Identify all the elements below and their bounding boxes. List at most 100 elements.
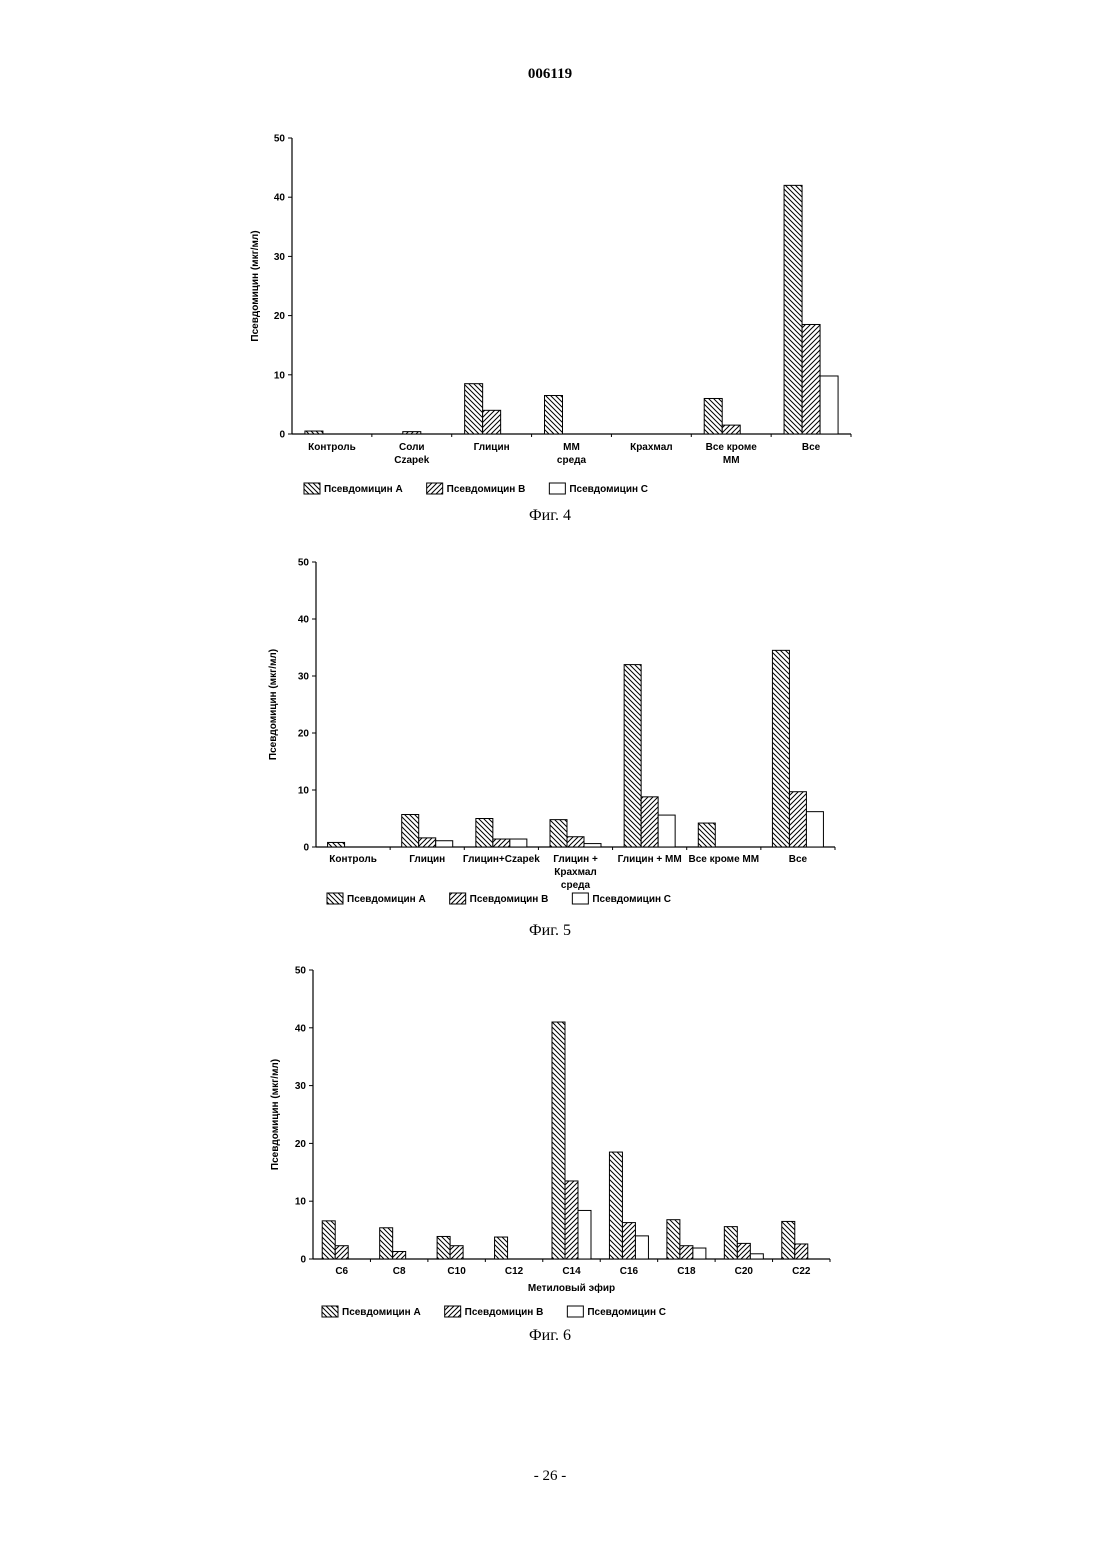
legend-swatch-c	[572, 893, 588, 904]
category-label: Глицин + ММ	[618, 854, 682, 865]
category-label: среда	[557, 455, 587, 466]
figure-caption: Фиг. 5	[529, 922, 571, 939]
legend-label-c: Псевдомицин С	[592, 894, 671, 905]
bar-c-4	[658, 815, 675, 847]
bar-a-7	[724, 1227, 737, 1259]
x-axis-label: Метиловый эфир	[528, 1282, 615, 1294]
figure-caption: Фиг. 4	[529, 507, 571, 524]
category-label: ММ	[563, 442, 580, 453]
y-tick-label: 0	[303, 843, 309, 854]
legend-label-a: Псевдомицин А	[347, 894, 426, 905]
bar-a-4	[552, 1022, 565, 1259]
category-label: Все	[789, 854, 808, 865]
legend-label-a: Псевдомицин А	[342, 1307, 421, 1318]
category-label: С16	[620, 1266, 639, 1277]
y-tick-label: 0	[300, 1255, 306, 1266]
y-tick-label: 40	[274, 193, 286, 204]
category-label: Глицин +	[553, 854, 598, 865]
legend-swatch-a	[327, 893, 343, 904]
category-label: Контроль	[329, 854, 377, 865]
y-tick-label: 30	[274, 252, 286, 263]
legend-swatch-a	[304, 483, 320, 494]
category-label: Все кроме ММ	[688, 854, 759, 865]
legend-swatch-b	[445, 1306, 461, 1317]
bar-b-1	[393, 1251, 406, 1259]
bar-c-6	[820, 376, 838, 434]
category-label: С8	[393, 1266, 406, 1277]
bar-a-3	[545, 396, 563, 434]
chart-legend: Псевдомицин АПсевдомицин ВПсевдомицин С	[327, 893, 671, 905]
y-tick-label: 50	[274, 134, 286, 145]
bar-b-6	[789, 792, 806, 847]
bar-b-4	[641, 797, 658, 847]
category-label: С14	[562, 1266, 581, 1277]
bar-b-5	[622, 1223, 635, 1259]
bar-a-2	[465, 384, 483, 434]
bar-a-0	[328, 842, 345, 847]
legend-swatch-b	[450, 893, 466, 904]
bar-a-8	[782, 1221, 795, 1259]
category-label: ММ	[723, 455, 740, 466]
bar-a-5	[698, 823, 715, 847]
bar-b-1	[403, 432, 421, 434]
category-label: С10	[447, 1266, 466, 1277]
category-label: С12	[505, 1266, 524, 1277]
bar-a-0	[322, 1221, 335, 1259]
chart-legend: Псевдомицин АПсевдомицин ВПсевдомицин С	[304, 483, 648, 495]
bar-b-7	[737, 1243, 750, 1259]
legend-swatch-b	[427, 483, 443, 494]
category-label: Глицин+Czapek	[463, 854, 540, 865]
bar-c-6	[693, 1248, 706, 1259]
category-label: Соли	[399, 442, 425, 453]
category-label: Глицин	[409, 854, 445, 865]
bar-b-5	[722, 425, 740, 434]
bar-a-4	[624, 665, 641, 847]
bar-a-1	[380, 1228, 393, 1259]
bar-a-3	[495, 1237, 508, 1259]
chart-axes: 01020304050	[298, 558, 835, 854]
bar-c-4	[578, 1210, 591, 1259]
bar-a-5	[704, 398, 722, 434]
bar-a-1	[402, 815, 419, 847]
bar-c-5	[635, 1236, 648, 1259]
y-axis-label: Псевдомицин (мкг/мл)	[250, 230, 261, 341]
bar-a-2	[476, 819, 493, 848]
category-label: Контроль	[308, 442, 356, 453]
category-label: С18	[677, 1266, 696, 1277]
category-label: Глицин	[474, 442, 510, 453]
bar-c-6	[806, 812, 823, 847]
bar-a-0	[305, 431, 323, 434]
bar-b-2	[450, 1246, 463, 1259]
bar-c-2	[510, 839, 527, 847]
y-tick-label: 40	[298, 615, 310, 626]
y-tick-label: 20	[274, 311, 286, 322]
bar-b-8	[795, 1244, 808, 1259]
bar-b-4	[565, 1181, 578, 1259]
category-label: Czapek	[394, 455, 429, 466]
chart-legend: Псевдомицин АПсевдомицин ВПсевдомицин С	[322, 1306, 666, 1318]
bar-a-2	[437, 1236, 450, 1259]
bar-b-6	[802, 324, 820, 434]
bar-a-3	[550, 820, 567, 847]
legend-label-a: Псевдомицин А	[324, 484, 403, 495]
bar-b-1	[419, 838, 436, 847]
y-axis-label: Псевдомицин (мкг/мл)	[270, 1059, 281, 1170]
bar-a-6	[784, 185, 802, 434]
legend-swatch-a	[322, 1306, 338, 1317]
y-tick-label: 20	[295, 1139, 307, 1150]
category-label: С6	[335, 1266, 348, 1277]
legend-label-c: Псевдомицин С	[569, 484, 648, 495]
category-label: Крахмал	[554, 867, 597, 878]
category-label: среда	[561, 880, 591, 891]
legend-swatch-c	[549, 483, 565, 494]
y-axis-label: Псевдомицин (мкг/мл)	[268, 649, 279, 760]
y-tick-label: 50	[295, 966, 307, 977]
page-footer-number: - 26 -	[0, 1468, 1100, 1485]
category-label: Крахмал	[630, 442, 673, 453]
bar-b-2	[493, 839, 510, 847]
category-label: Все	[802, 442, 821, 453]
y-tick-label: 10	[298, 786, 310, 797]
chart-axes: 01020304050	[274, 134, 851, 441]
bar-c-1	[436, 841, 453, 847]
bar-a-5	[609, 1152, 622, 1259]
